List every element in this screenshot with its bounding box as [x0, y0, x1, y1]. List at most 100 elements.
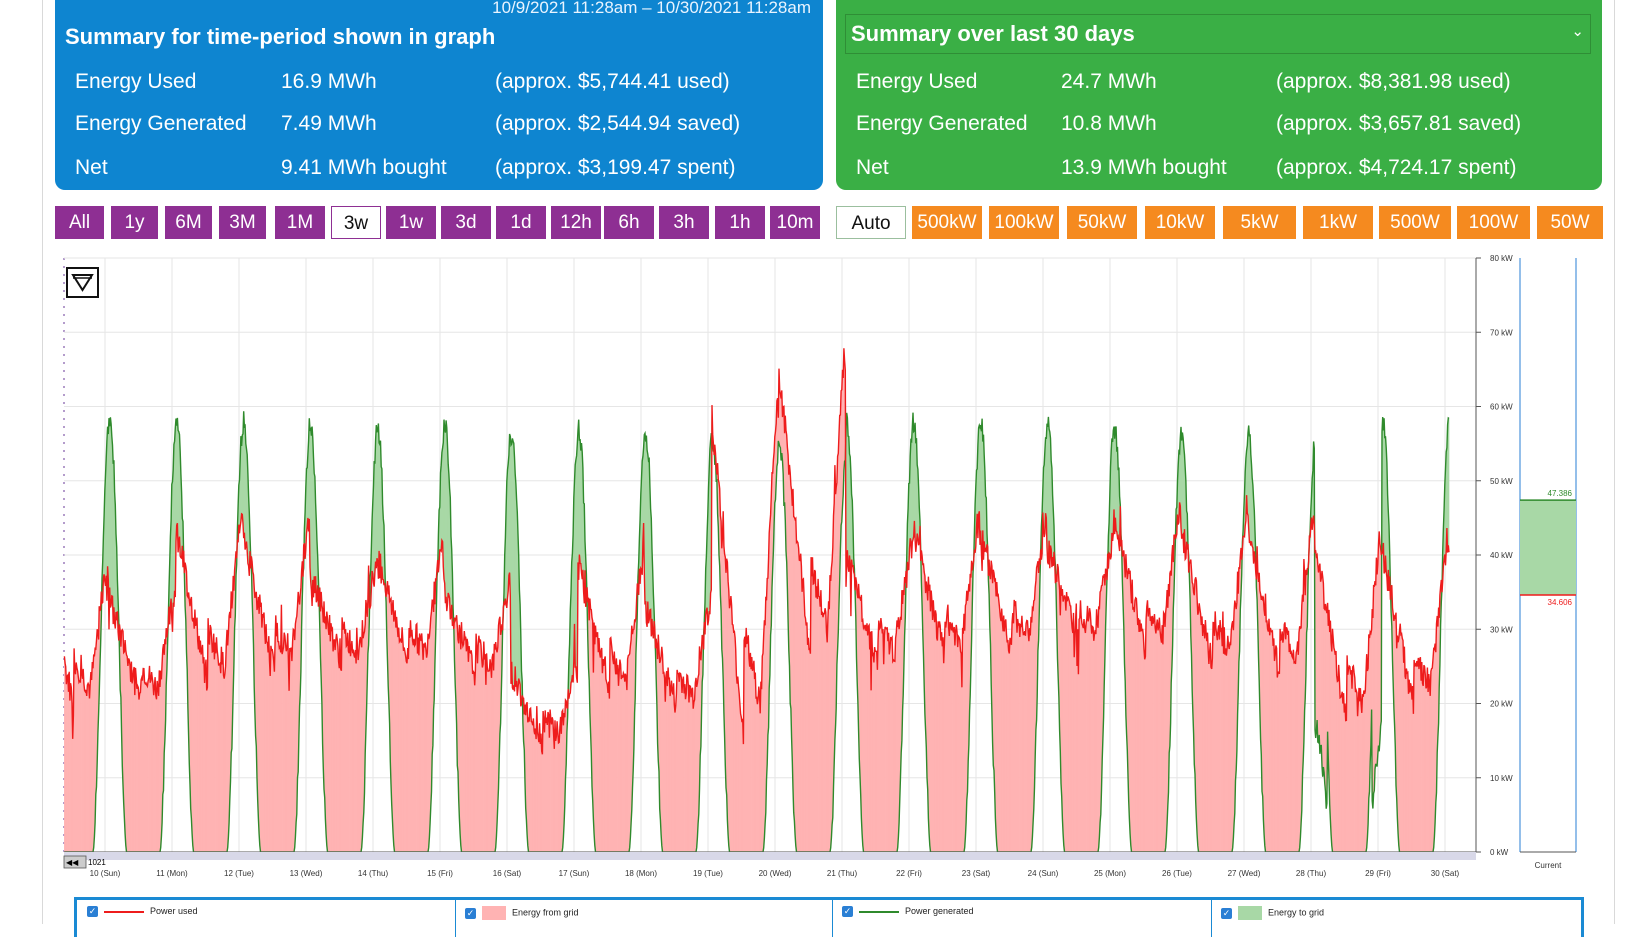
current-export-bar [1520, 500, 1576, 596]
time-button-6m[interactable]: 6M [165, 206, 212, 239]
row-cost: (approx. $3,199.47 spent) [495, 156, 736, 179]
x-tick-label: 28 (Thu) [1296, 869, 1327, 878]
x-tick-label: 29 (Fri) [1365, 869, 1391, 878]
scale-button-50kw[interactable]: 50kW [1067, 206, 1137, 239]
x-tick-label: 16 (Sat) [493, 869, 522, 878]
row-value: 9.41 MWh bought [281, 156, 447, 179]
power-used-series [63, 348, 1450, 755]
scale-button-500w[interactable]: 500W [1379, 206, 1451, 239]
time-button-1h[interactable]: 1h [715, 206, 765, 239]
y-tick-label: 20 kW [1490, 700, 1513, 709]
row-label: Net [856, 156, 889, 179]
row-label: Energy Used [856, 70, 978, 93]
chart-legend: ✓ Power used ✓ Energy from grid ✓ Power gen… [74, 897, 1584, 937]
scroll-handle[interactable] [63, 855, 87, 869]
legend-label: Power generated [905, 906, 974, 916]
row-cost: (approx. $5,744.41 used) [495, 70, 730, 93]
chevron-down-icon: ⌄ [1571, 23, 1584, 40]
time-button-3m[interactable]: 3M [219, 206, 266, 239]
row-value: 24.7 MWh [1061, 70, 1157, 93]
frame-left-border [42, 0, 43, 924]
y-tick-label: 60 kW [1490, 403, 1513, 412]
scale-button-100w[interactable]: 100W [1457, 206, 1530, 239]
frame-right-border [1614, 0, 1615, 924]
date-range: 10/9/2021 11:28am – 10/30/2021 11:28am [492, 0, 811, 17]
scale-button-100kw[interactable]: 100kW [989, 206, 1059, 239]
y-tick-label: 40 kW [1490, 551, 1513, 560]
row-cost: (approx. $3,657.81 saved) [1276, 112, 1522, 135]
time-button-6h[interactable]: 6h [604, 206, 654, 239]
x-tick-label: 23 (Sat) [962, 869, 991, 878]
x-tick-label: 17 (Sun) [559, 869, 590, 878]
grid-export-segment [1448, 417, 1450, 553]
select-value: Summary over last 30 days [851, 21, 1135, 46]
x-tick-label: 22 (Fri) [896, 869, 922, 878]
x-tick-label: 11 (Mon) [156, 869, 188, 878]
y-tick-label: 10 kW [1490, 774, 1513, 783]
time-button-3d[interactable]: 3d [441, 206, 491, 239]
time-button-1y[interactable]: 1y [111, 206, 158, 239]
legend-line-green [859, 910, 899, 913]
row-value: 16.9 MWh [281, 70, 377, 93]
current-label: Current [1535, 861, 1562, 870]
y-tick-label: 30 kW [1490, 625, 1513, 634]
legend-item-power-generated[interactable]: ✓ Power generated [842, 906, 974, 924]
legend-label: Power used [150, 906, 198, 916]
checkbox-icon[interactable]: ✓ [842, 906, 853, 918]
x-tick-label: 18 (Mon) [625, 869, 657, 878]
legend-item-power-used[interactable]: ✓ Power used [87, 906, 198, 924]
y-tick-label: 70 kW [1490, 328, 1513, 337]
legend-item-energy-to-grid[interactable]: ✓ Energy to grid [1221, 906, 1324, 924]
scale-button-1kw[interactable]: 1kW [1303, 206, 1373, 239]
x-tick-label: 30 (Sat) [1431, 869, 1460, 878]
row-label: Net [75, 156, 108, 179]
legend-divider [455, 900, 456, 937]
current-generated-value: 47.386 [1548, 489, 1573, 498]
legend-label: Energy from grid [512, 907, 579, 918]
x-tick-label: 13 (Wed) [290, 869, 323, 878]
legend-swatch-green [1238, 906, 1262, 920]
scale-button-50w[interactable]: 50W [1537, 206, 1603, 239]
scale-button-auto[interactable]: Auto [836, 206, 906, 239]
triangle-down-icon [71, 274, 94, 292]
legend-item-energy-from-grid[interactable]: ✓ Energy from grid [465, 906, 579, 924]
time-button-3h[interactable]: 3h [659, 206, 709, 239]
time-button-all[interactable]: All [55, 206, 104, 239]
checkbox-icon[interactable]: ✓ [465, 907, 476, 919]
time-button-1w[interactable]: 1w [386, 206, 436, 239]
collapse-button[interactable] [66, 267, 99, 298]
scale-button-500kw[interactable]: 500kW [912, 206, 982, 239]
x-tick-label: 10 (Sun) [90, 869, 121, 878]
row-value: 7.49 MWh [281, 112, 377, 135]
scale-button-10kw[interactable]: 10kW [1145, 206, 1215, 239]
time-button-3w[interactable]: 3w [331, 206, 381, 239]
range-scrollbar[interactable] [64, 852, 1476, 860]
legend-swatch-pink [482, 906, 506, 920]
legend-label: Energy to grid [1268, 907, 1325, 918]
row-label: Energy Generated [856, 112, 1028, 135]
time-button-12h[interactable]: 12h [551, 206, 601, 239]
row-value: 13.9 MWh bought [1061, 156, 1227, 179]
row-label: Energy Generated [75, 112, 247, 135]
x-tick-label: 12 (Tue) [224, 869, 254, 878]
scale-button-5kw[interactable]: 5kW [1223, 206, 1296, 239]
x-tick-label: 21 (Thu) [827, 869, 858, 878]
summary-period-select[interactable]: Summary over last 30 days ⌄ [845, 14, 1591, 54]
current-bar-panel: 47.386 34.606 Current [1519, 258, 1577, 870]
time-button-1m[interactable]: 1M [275, 206, 325, 239]
row-cost: (approx. $8,381.98 used) [1276, 70, 1511, 93]
chart-axes: 0 kW 10 kW 20 kW 30 kW 40 kW 50 kW 60 kW 70 kW 8… [64, 254, 1513, 878]
collapse-toggle[interactable] [66, 267, 99, 298]
checkbox-icon[interactable]: ✓ [1221, 907, 1232, 919]
time-button-1d[interactable]: 1d [496, 206, 546, 239]
checkbox-icon[interactable]: ✓ [87, 906, 98, 918]
x-tick-label: 24 (Sun) [1028, 869, 1059, 878]
scroll-start-marker[interactable]: ◀◀ 1021 [63, 855, 106, 869]
row-value: 10.8 MWh [1061, 112, 1157, 135]
x-tick-label: 26 (Tue) [1162, 869, 1192, 878]
x-tick-label: 19 (Tue) [693, 869, 723, 878]
legend-divider [1211, 900, 1212, 937]
time-button-10m[interactable]: 10m [770, 206, 820, 239]
x-start-label: 1021 [88, 858, 106, 867]
